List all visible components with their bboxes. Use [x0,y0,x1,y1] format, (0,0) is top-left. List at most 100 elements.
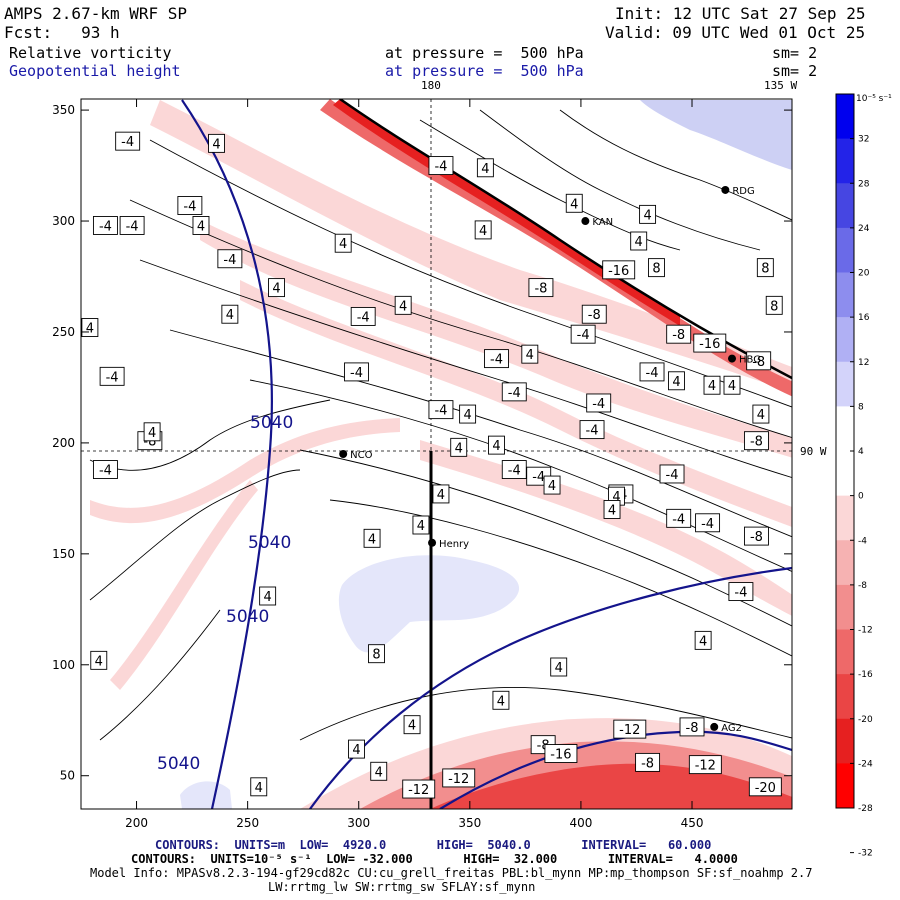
vorticity-label-box [688,755,722,775]
footer-physics: LW:rrtmg_lw SW:rrtmg_sw SFLAY:sf_mynn [268,880,536,894]
vorticity-label-box [250,777,268,797]
y-tick-label: 300 [52,214,75,228]
vorticity-value-label: 4 [668,371,685,391]
field2-name: Geopotential height [9,62,181,80]
vorticity-label-box [221,304,239,324]
vorticity-value-label: 4 [370,761,388,781]
vorticity-label-text: 4 [272,282,280,297]
vorticity-label-box [115,131,141,151]
vorticity-label-box [570,324,596,344]
vorticity-label-text: 4 [437,488,445,503]
colorbar: 10⁻⁵ s⁻¹ 32 28 24 20 16 12 8 4 0 -4 -8 -12 -16 -20 -24 -… [835,93,892,859]
footer-model-info: Model Info: MPASv8.2.3-194-gf29cd82c CU:… [90,866,813,880]
vorticity-label-text: 8 [652,262,660,277]
vorticity-label-text: 8 [761,262,769,277]
vorticity-label-text: 4 [479,224,487,239]
vorticity-value-label: 4 [221,304,239,324]
vorticity-value-label: -4 [428,156,454,176]
colorbar-segment [836,272,854,318]
vorticity-label-text: 4 [148,426,156,441]
field2-level: at pressure = 500 hPa [385,62,584,80]
vorticity-value-label: -4 [344,362,369,382]
vorticity-label-box [394,295,412,315]
colorbar-segment [836,451,854,497]
vorticity-value-label: 4 [90,650,108,670]
vorticity-value-label: 4 [363,528,381,548]
vorticity-value-label: -8 [744,526,769,546]
vorticity-value-label: 4 [403,715,421,735]
vorticity-label-text: 8 [372,648,380,663]
vorticity-label-text: -8 [672,328,685,343]
vorticity-label-box [666,508,692,528]
vorticity-label-box [703,375,721,395]
footer-vorticity-contours: CONTOURS: UNITS=10⁻⁵ s⁻¹ LOW= -32.000 HI… [131,852,738,866]
vorticity-label-box [363,528,381,548]
station-henry: Henry [428,538,469,550]
vorticity-label-box [208,133,225,153]
vorticity-value-label: 4 [694,630,712,650]
vorticity-value-label: -20 [748,777,782,797]
vorticity-label-text: 4 [548,479,556,494]
vorticity-label-box [501,382,527,402]
station-dot [728,354,737,363]
vorticity-value-label: -12 [688,755,722,775]
vorticity-value-label: 8 [648,258,665,278]
vorticity-label-box [694,630,712,650]
vorticity-label-text: -4 [508,464,521,479]
negative-band-6 [110,480,258,690]
plot-frame [80,98,793,810]
station-name: KAN [592,217,613,228]
vorticity-value-label: 4 [432,484,450,504]
stations: NCO Henry KAN HBG RDG AG2 [339,185,761,734]
vorticity-value-label: 4 [459,404,477,424]
negative-band-5 [90,418,400,524]
vorticity-label-text: -4 [357,310,370,325]
jet-bold-contour [339,99,792,380]
vorticity-label-text: 4 [728,379,736,394]
vorticity-label-text: 4 [263,590,271,605]
vorticity-label-text: 4 [197,219,205,234]
vorticity-value-label: 4 [259,586,277,606]
colorbar-segment [836,94,854,140]
vorticity-value-label: -4 [350,306,376,326]
vorticity-label-text: 4 [463,408,471,423]
valid-time: Valid: 09 UTC Wed 01 Oct 25 [605,23,866,42]
vorticity-label-box [459,404,477,424]
vorticity-label-box [544,744,578,763]
field1-level: at pressure = 500 hPa [385,44,584,62]
vorticity-value-label: 4 [723,375,741,395]
lon-label-90w: 90 W [800,445,827,458]
vorticity-label-box [350,306,376,326]
vorticity-label-box [744,526,769,546]
vorticity-label-text: 4 [481,162,489,177]
vorticity-label-text: 4 [757,408,765,423]
colorbar-tick-label: -32 [858,849,873,859]
model-title: AMPS 2.67-km WRF SP [4,4,188,23]
vorticity-label-box [693,333,727,353]
field1-smoothing: sm= 2 [772,44,818,62]
vorticity-value-label: 4 [208,133,225,153]
vorticity-label-text: -4 [508,386,521,401]
vorticity-label-box [602,260,636,280]
colorbar-segment [836,138,854,184]
height-labels: 5040 5040 5040 5040 [157,413,293,774]
vorticity-label-text: 4 [352,743,360,758]
vorticity-value-label: -4 [586,393,612,413]
vorticity-label-text: 4 [417,519,425,534]
vorticity-label-text: -8 [588,308,601,323]
height-label-5040: 5040 [250,413,293,433]
vorticity-value-label: -12 [613,719,647,739]
vorticity-value-label: 4 [334,233,352,253]
vorticity-label-box [192,216,210,235]
vorticity-label-text: -4 [106,370,119,385]
x-tick-label: 250 [236,816,259,830]
vorticity-value-label: -4 [639,362,665,382]
vorticity-label-text: -4 [99,219,112,234]
colorbar-tick-label: 4 [858,447,864,457]
vorticity-value-label: 4 [250,777,268,797]
vorticity-label-box [476,158,494,178]
colorbar-units: 10⁻⁵ s⁻¹ [856,94,892,104]
vorticity-label-text: 4 [497,694,505,709]
vorticity-value-label: -4 [99,366,125,386]
vorticity-value-label: -12 [402,779,436,799]
